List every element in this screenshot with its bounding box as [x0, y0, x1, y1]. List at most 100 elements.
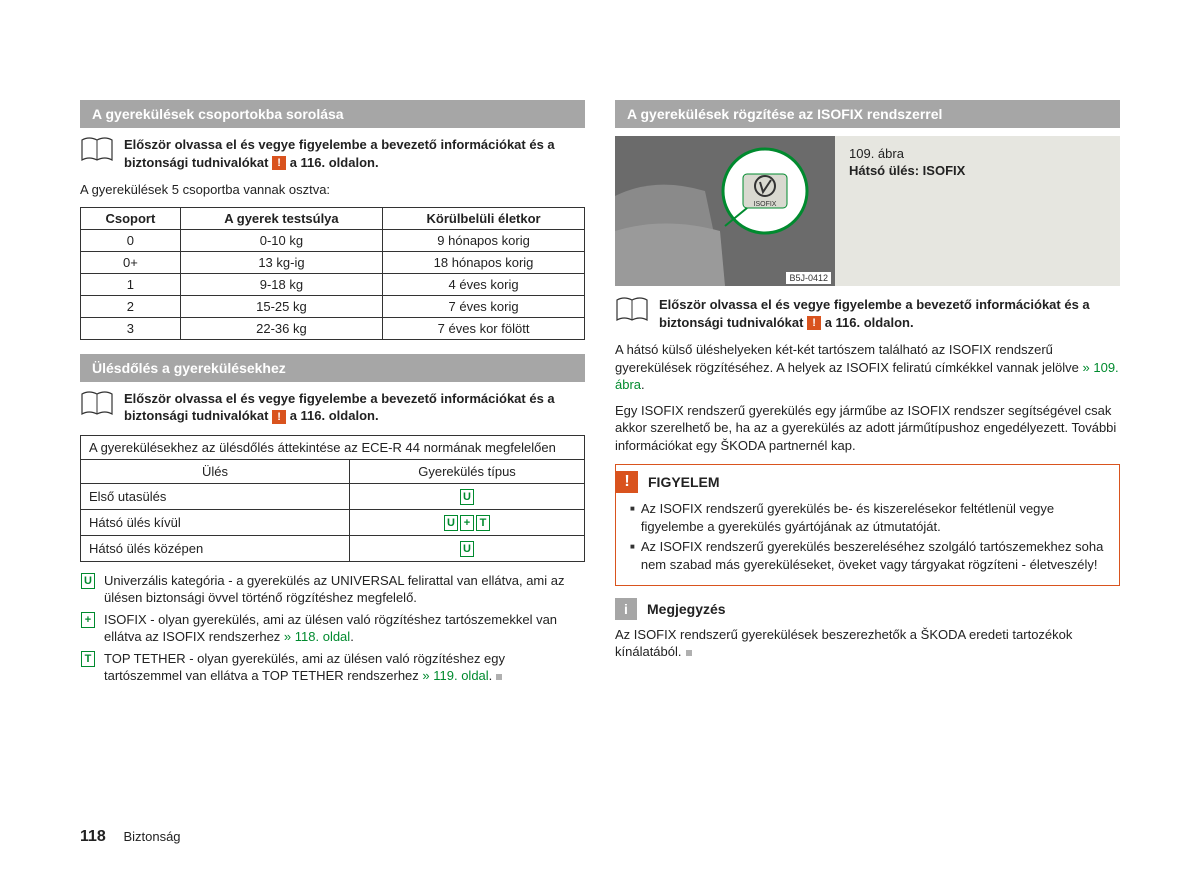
- figure-image: ISOFIX B5J-0412: [615, 136, 835, 286]
- groups-table: CsoportA gyerek testsúlyaKörülbelüli éle…: [80, 207, 585, 340]
- legend-row: + ISOFIX - olyan gyerekülés, ami az ülése…: [80, 611, 585, 646]
- table-row: 215-25 kg7 éves korig: [81, 295, 585, 317]
- book-icon: [615, 296, 649, 324]
- table-cell: 2: [81, 295, 181, 317]
- seat-col-seat: Ülés: [81, 459, 350, 483]
- table-header: Körülbelüli életkor: [383, 207, 585, 229]
- seat-table-caption: A gyerekülésekhez az ülésdőlés áttekinté…: [81, 435, 585, 459]
- figure-number: 109. ábra: [849, 146, 965, 163]
- intro-row: Először olvassa el és vegye figyelembe a…: [80, 136, 585, 171]
- alert-bullet-text: Az ISOFIX rendszerű gyerekülés be- és ki…: [641, 500, 1105, 535]
- intro-row-2: Először olvassa el és vegye figyelembe a…: [80, 390, 585, 425]
- warning-icon: !: [272, 156, 286, 170]
- intro-text-tail: a 116. oldalon.: [286, 408, 378, 423]
- alert-title: FIGYELEM: [648, 474, 720, 490]
- p1b: .: [641, 377, 645, 392]
- table-row: 0+13 kg-ig18 hónapos korig: [81, 251, 585, 273]
- legend: U Univerzális kategória - a gyerekülés az…: [80, 572, 585, 685]
- page-link[interactable]: » 119. oldal: [422, 668, 488, 683]
- table-cell: 7 éves korig: [383, 295, 585, 317]
- footer-section: Biztonság: [123, 829, 180, 844]
- isofix-paragraph-2: Egy ISOFIX rendszerű gyerekülés egy járm…: [615, 402, 1120, 455]
- alert-head: ! FIGYELEM: [616, 465, 1119, 497]
- alert-bullet: Az ISOFIX rendszerű gyerekülés be- és ki…: [630, 500, 1105, 535]
- table-header: A gyerek testsúlya: [180, 207, 382, 229]
- warning-icon: !: [272, 410, 286, 424]
- tag-badge: U: [460, 541, 474, 557]
- tag-badge: +: [460, 515, 474, 531]
- legend-row: U Univerzális kategória - a gyerekülés az…: [80, 572, 585, 607]
- table-row: 19-18 kg4 éves korig: [81, 273, 585, 295]
- table-cell: 9-18 kg: [180, 273, 382, 295]
- table-row: 322-36 kg7 éves kor fölött: [81, 317, 585, 339]
- tag-cell: U: [350, 483, 585, 509]
- left-column: A gyerekülések csoportokba sorolása Elős…: [80, 100, 585, 689]
- info-icon: i: [615, 598, 637, 620]
- table-header: Csoport: [81, 207, 181, 229]
- note-title: Megjegyzés: [647, 601, 726, 617]
- section-end-marker: [686, 650, 692, 656]
- table-row: Hátsó ülés középen U: [81, 535, 585, 561]
- tag-badge: U: [444, 515, 458, 531]
- table-cell: 18 hónapos korig: [383, 251, 585, 273]
- table-cell: 0: [81, 229, 181, 251]
- seat-cell: Hátsó ülés kívül: [81, 509, 350, 535]
- alert-box: ! FIGYELEM Az ISOFIX rendszerű gyerekülé…: [615, 464, 1120, 585]
- table-cell: 3: [81, 317, 181, 339]
- book-icon: [80, 390, 114, 418]
- legend-text: ISOFIX - olyan gyerekülés, ami az ülésen…: [104, 611, 585, 646]
- legend-text-tail: .: [489, 668, 493, 683]
- tag-badge: T: [476, 515, 490, 531]
- seat-cell: Első utasülés: [81, 483, 350, 509]
- alert-icon: !: [616, 471, 638, 493]
- intro-text: Először olvassa el és vegye figyelembe a…: [659, 296, 1120, 331]
- section-header-groups: A gyerekülések csoportokba sorolása: [80, 100, 585, 128]
- page-number: 118: [80, 828, 106, 845]
- alert-body: Az ISOFIX rendszerű gyerekülés be- és ki…: [616, 500, 1119, 573]
- seat-table: A gyerekülésekhez az ülésdőlés áttekinté…: [80, 435, 585, 562]
- table-cell: 15-25 kg: [180, 295, 382, 317]
- legend-row: TTOP TETHER - olyan gyerekülés, ami az ü…: [80, 650, 585, 685]
- table-row: Első utasülés U: [81, 483, 585, 509]
- figure-box: ISOFIX B5J-0412 109. ábra Hátsó ülés: IS…: [615, 136, 1120, 286]
- legend-text-body: Univerzális kategória - a gyerekülés az …: [104, 573, 565, 606]
- isofix-paragraph-1: A hátsó külső üléshelyeken két-két tartó…: [615, 341, 1120, 394]
- alert-bullet: Az ISOFIX rendszerű gyerekülés beszerelé…: [630, 538, 1105, 573]
- alert-bullet-text: Az ISOFIX rendszerű gyerekülés beszerelé…: [641, 538, 1105, 573]
- tag-badge: U: [460, 489, 474, 505]
- table-cell: 1: [81, 273, 181, 295]
- tag-cell: U+T: [350, 509, 585, 535]
- tag-badge: +: [81, 612, 95, 628]
- section-header-isofix: A gyerekülések rögzítése az ISOFIX rends…: [615, 100, 1120, 128]
- legend-text-tail: .: [350, 629, 354, 644]
- legend-text: TOP TETHER - olyan gyerekülés, ami az ül…: [104, 650, 585, 685]
- intro-text: Először olvassa el és vegye figyelembe a…: [124, 136, 585, 171]
- tag-cell: U: [350, 535, 585, 561]
- section-header-seatangle: Ülésdőlés a gyerekülésekhez: [80, 354, 585, 382]
- note-text: Az ISOFIX rendszerű gyerekülések beszere…: [615, 626, 1120, 661]
- book-icon: [80, 136, 114, 164]
- table-cell: 0-10 kg: [180, 229, 382, 251]
- intro-text: Először olvassa el és vegye figyelembe a…: [124, 390, 585, 425]
- legend-text: Univerzális kategória - a gyerekülés az …: [104, 572, 585, 607]
- tag-badge: U: [81, 573, 95, 589]
- table-cell: 22-36 kg: [180, 317, 382, 339]
- groups-lead: A gyerekülések 5 csoportba vannak osztva…: [80, 181, 585, 199]
- section-end-marker: [496, 674, 502, 680]
- table-row: 00-10 kg9 hónapos korig: [81, 229, 585, 251]
- figure-id: B5J-0412: [786, 272, 831, 284]
- page-link[interactable]: » 118. oldal: [284, 629, 350, 644]
- table-cell: 7 éves kor fölött: [383, 317, 585, 339]
- figure-title: Hátsó ülés: ISOFIX: [849, 163, 965, 178]
- intro-row-3: Először olvassa el és vegye figyelembe a…: [615, 296, 1120, 331]
- seat-cell: Hátsó ülés középen: [81, 535, 350, 561]
- table-row: Hátsó ülés kívülU+T: [81, 509, 585, 535]
- intro-text-tail: a 116. oldalon.: [286, 155, 378, 170]
- table-cell: 0+: [81, 251, 181, 273]
- page-footer: 118 Biztonság: [80, 828, 181, 846]
- note-text-body: Az ISOFIX rendszerű gyerekülések beszere…: [615, 627, 1072, 660]
- table-cell: 9 hónapos korig: [383, 229, 585, 251]
- seat-col-type: Gyerekülés típus: [350, 459, 585, 483]
- table-cell: 4 éves korig: [383, 273, 585, 295]
- table-cell: 13 kg-ig: [180, 251, 382, 273]
